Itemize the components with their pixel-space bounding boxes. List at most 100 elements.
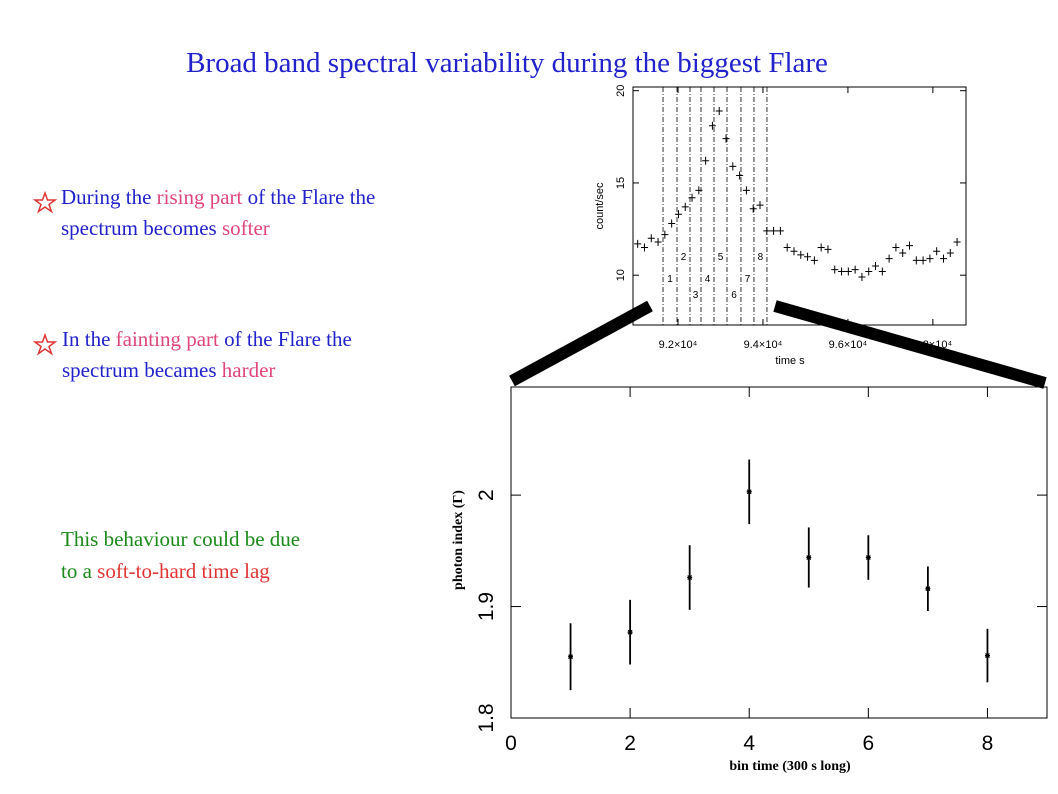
bin-label: 4 (705, 274, 711, 285)
text-segment: spectrum becomes (61, 216, 222, 240)
y-tick-label: 10 (615, 269, 627, 281)
text-segment: softer (222, 216, 270, 240)
data-point (810, 256, 818, 265)
slide-title: Broad band spectral variability during t… (186, 47, 828, 79)
x-axis-label: time s (775, 355, 805, 367)
data-point (926, 254, 934, 263)
data-point (865, 555, 871, 561)
data-point (746, 489, 752, 495)
data-point (763, 226, 771, 235)
data-point (817, 243, 825, 252)
y-tick-label: 1.9 (475, 592, 498, 621)
data-point (640, 243, 648, 252)
data-point (865, 267, 873, 276)
bin-label: 7 (745, 274, 751, 285)
data-point (674, 210, 682, 219)
data-point (919, 256, 927, 265)
data-point (736, 171, 744, 180)
y-tick-label: 1.8 (475, 703, 498, 732)
plot-frame (632, 86, 967, 326)
y-tick-label: 2 (475, 489, 498, 501)
data-point (984, 653, 990, 659)
data-point (708, 121, 716, 130)
data-point (681, 202, 689, 211)
bullet-star (32, 190, 58, 214)
text-segment: harder (222, 358, 276, 382)
data-point (687, 575, 693, 581)
data-point (939, 254, 947, 263)
data-point (912, 256, 920, 265)
data-point (647, 234, 655, 243)
data-point (790, 247, 798, 256)
bin-label: 8 (758, 252, 764, 263)
data-point (715, 106, 723, 115)
data-point (824, 245, 832, 254)
data-point (634, 239, 642, 248)
text-segment: to a (61, 559, 97, 583)
text-line: During the rising part of the Flare the (61, 185, 375, 209)
text-line: spectrum becames harder (62, 358, 275, 382)
text-segment: of the Flare the (242, 185, 375, 209)
data-point (568, 654, 574, 660)
y-axis-label: count/sec (594, 182, 606, 230)
data-point (783, 243, 791, 252)
data-point (806, 555, 812, 561)
text-line: In the fainting part of the Flare the (62, 327, 352, 351)
bin-label: 2 (681, 252, 687, 263)
x-axis-label: bin time (300 s long) (729, 759, 851, 774)
data-point (878, 267, 886, 276)
data-point (892, 243, 900, 252)
text-segment: spectrum becames (62, 358, 222, 382)
text-segment: rising part (157, 185, 243, 209)
data-point (702, 156, 710, 165)
data-point (749, 204, 757, 213)
data-point (770, 226, 778, 235)
zoom-connector (773, 300, 1047, 389)
text-segment: fainting part (116, 327, 219, 351)
text-segment: soft-to-hard time lag (97, 559, 270, 583)
data-point (933, 247, 941, 256)
bin-label: 5 (718, 252, 724, 263)
data-point (776, 226, 784, 235)
data-point (858, 273, 866, 282)
bullet-star (32, 332, 58, 356)
data-point (797, 250, 805, 259)
data-point (654, 237, 662, 246)
data-point (729, 162, 737, 171)
x-tick-label: 9.8×10⁴ (914, 339, 953, 351)
x-tick-label: 0 (505, 732, 517, 755)
data-point (722, 134, 730, 143)
zoom-connector (509, 300, 653, 387)
data-point (872, 261, 880, 270)
x-tick-label: 6 (862, 732, 874, 755)
text-line: to a soft-to-hard time lag (61, 559, 270, 583)
text-segment: of the Flare the (219, 327, 352, 351)
x-tick-label: 4 (743, 732, 755, 755)
plot-frame (510, 386, 1048, 719)
x-tick-label: 9.2×10⁴ (659, 339, 698, 351)
text-line: spectrum becomes softer (61, 216, 270, 240)
data-point (627, 629, 633, 635)
data-point (742, 186, 750, 195)
bin-label: 1 (667, 274, 673, 285)
data-point (844, 267, 852, 276)
data-point (925, 586, 931, 592)
data-point (688, 193, 696, 202)
data-point (756, 201, 764, 210)
x-tick-label: 9.6×10⁴ (829, 339, 868, 351)
text-segment: During the (61, 185, 157, 209)
data-point (838, 267, 846, 276)
x-tick-label: 2 (624, 732, 636, 755)
y-tick-label: 15 (615, 177, 627, 189)
data-point (851, 265, 859, 274)
data-point (899, 249, 907, 258)
data-point (885, 254, 893, 263)
data-point (831, 265, 839, 274)
data-point (661, 230, 669, 239)
data-point (906, 241, 914, 250)
data-point (804, 252, 812, 261)
y-tick-label: 20 (615, 85, 627, 97)
data-point (946, 249, 954, 258)
